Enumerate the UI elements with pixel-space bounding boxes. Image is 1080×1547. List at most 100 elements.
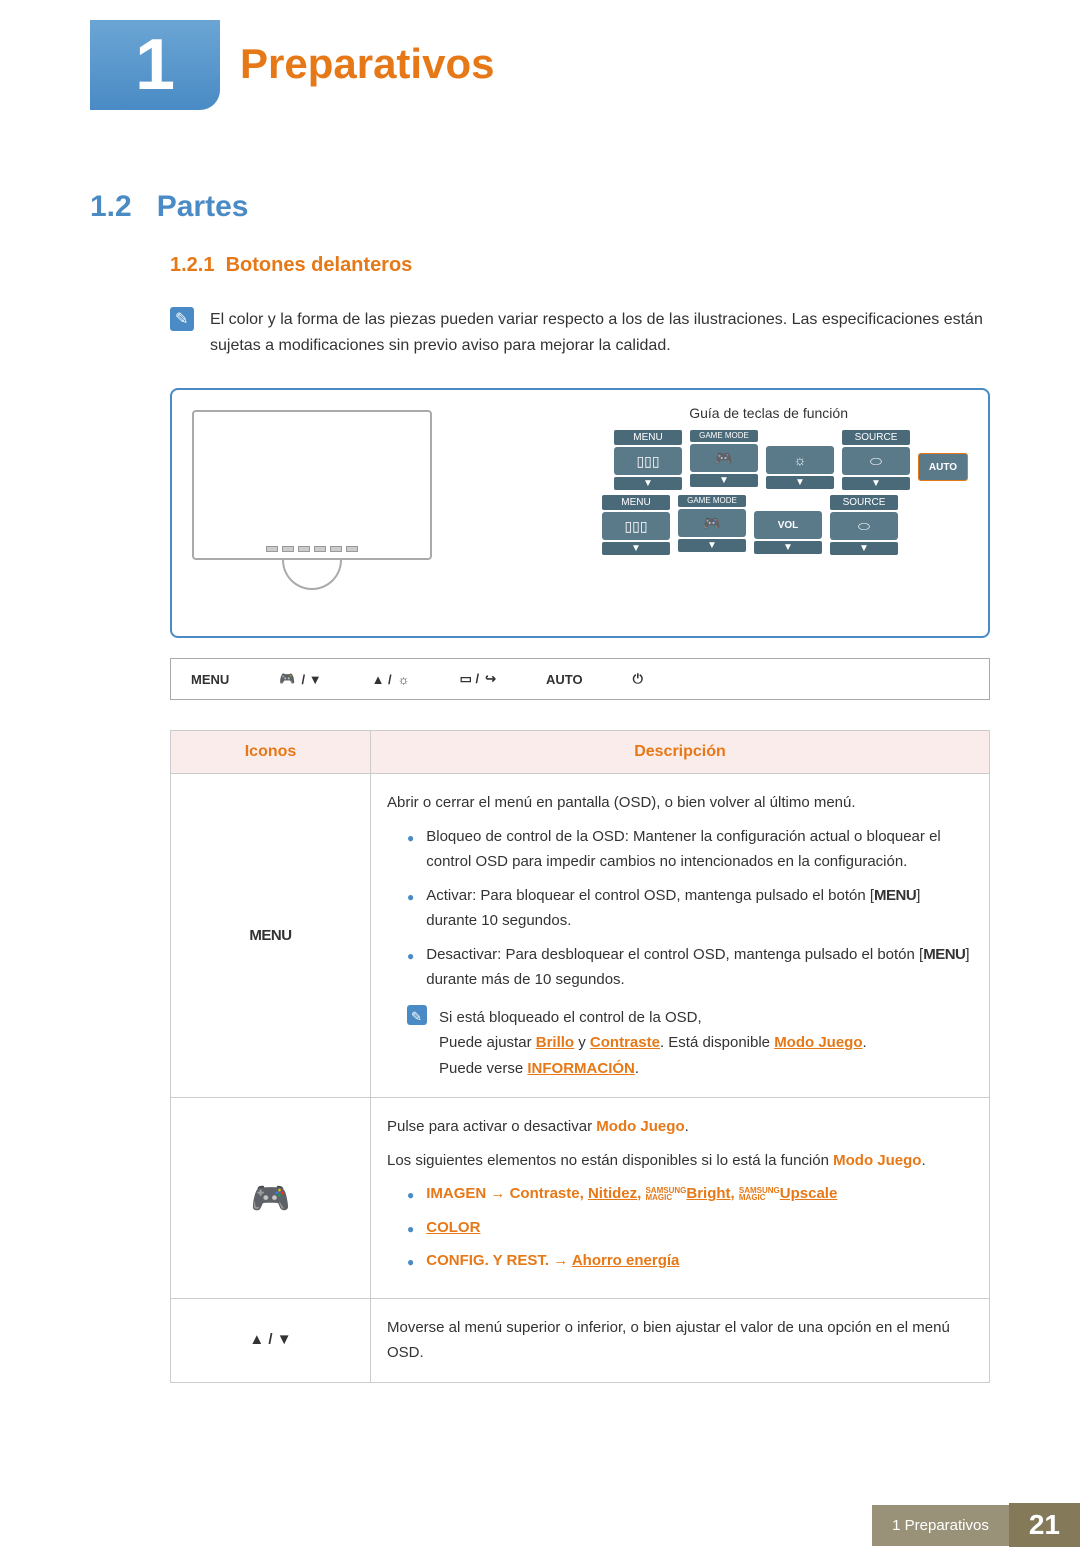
contraste-label: Contraste <box>510 1185 580 1202</box>
guide-cell-source: SOURCE ⬭ ▼ <box>842 430 910 490</box>
down-arrow-icon: ▼ <box>678 539 746 552</box>
gamepad-icon: 🎮 <box>678 509 746 537</box>
modo-juego-label: Modo Juego <box>833 1152 921 1169</box>
menu-icon: ▯▯▯ <box>614 447 682 475</box>
note-text: El color y la forma de las piezas pueden… <box>210 307 990 358</box>
vol-icon: VOL <box>754 511 822 539</box>
monitor-btn <box>266 546 278 552</box>
down-arrow-icon: ▼ <box>830 542 898 555</box>
monitor-btn <box>330 546 342 552</box>
note-line: Puede verse INFORMACIÓN. <box>439 1056 867 1082</box>
guide-cell-label: MENU <box>614 430 682 445</box>
link-nitidez[interactable]: Nitidez <box>588 1185 637 1202</box>
source-icon: ⬭ <box>830 512 898 540</box>
source-icon: ⬭ <box>842 447 910 475</box>
link-informacion[interactable]: INFORMACIÓN <box>527 1060 635 1077</box>
link-upscale[interactable]: Upscale <box>780 1185 838 1202</box>
desc-cell: Moverse al menú superior o inferior, o b… <box>371 1298 990 1382</box>
guide-cell-brightness: ☼ ▼ <box>766 430 834 490</box>
bullet-text: CONFIG. Y REST. → Ahorro energía <box>426 1248 679 1274</box>
bullet-item: ●Desactivar: Para desbloquear el control… <box>387 942 973 993</box>
desc-line: Los siguientes elementos no están dispon… <box>387 1148 973 1174</box>
table-row: 🎮 Pulse para activar o desactivar Modo J… <box>171 1098 990 1299</box>
desc-intro: Abrir o cerrar el menú en pantalla (OSD)… <box>387 790 973 816</box>
footer-text: 1 Preparativos <box>872 1505 1009 1546</box>
auto-box: AUTO <box>918 453 968 481</box>
menu-label: MENU <box>923 946 965 963</box>
link-contraste[interactable]: Contraste <box>590 1034 660 1051</box>
strip-auto: AUTO <box>546 672 583 687</box>
note-line: Si está bloqueado el control de la OSD, <box>439 1005 867 1031</box>
bullet-item: ●IMAGEN → Contraste, Nitidez, SAMSUNGMAG… <box>387 1181 973 1207</box>
monitor-illustration <box>192 410 432 590</box>
down-arrow-icon: ▼ <box>754 541 822 554</box>
description-table: Iconos Descripción MENU Abrir o cerrar e… <box>170 730 990 1383</box>
guide-cell-label: SOURCE <box>830 495 898 510</box>
link-modo-juego[interactable]: Modo Juego <box>774 1034 862 1051</box>
strip-up-bright: ▲ / ☼ <box>372 672 410 687</box>
monitor-screen <box>192 410 432 560</box>
link-brillo[interactable]: Brillo <box>536 1034 574 1051</box>
guide-cell-menu: MENU ▯▯▯ ▼ <box>602 495 670 555</box>
menu-label: MENU <box>249 927 291 944</box>
page-footer: 1 Preparativos 21 <box>872 1503 1080 1547</box>
section-name: Partes <box>157 190 249 223</box>
strip-source-enter: ▭ / ↪ <box>460 671 496 687</box>
enter-icon: ↪ <box>485 671 496 687</box>
icon-cell-menu: MENU <box>171 774 371 1098</box>
diagram-box: Guía de teclas de función MENU ▯▯▯ ▼ GAM… <box>170 388 990 638</box>
bullet-text: IMAGEN → Contraste, Nitidez, SAMSUNGMAGI… <box>426 1181 837 1207</box>
link-color[interactable]: COLOR <box>426 1215 480 1241</box>
monitor-btn <box>298 546 310 552</box>
config-label: CONFIG. Y REST. <box>426 1252 549 1269</box>
bullet-icon: ● <box>407 828 414 875</box>
bullet-icon: ● <box>407 1252 414 1274</box>
bullet-item: ●Activar: Para bloquear el control OSD, … <box>387 883 973 934</box>
power-icon: ⏻ <box>633 671 643 687</box>
source-icon: ▭ / <box>460 671 480 687</box>
section-number: 1.2 <box>90 190 132 223</box>
guide-row-2: MENU ▯▯▯ ▼ GAME MODE 🎮 ▼ VOL ▼ SOURCE ⬭ … <box>602 495 898 555</box>
guide-cell-game: GAME MODE 🎮 ▼ <box>690 430 758 490</box>
icon-cell-game: 🎮 <box>171 1098 371 1299</box>
desc-cell: Abrir o cerrar el menú en pantalla (OSD)… <box>371 774 990 1098</box>
brightness-icon: ☼ <box>398 672 410 687</box>
guide-cell-label: MENU <box>602 495 670 510</box>
strip-menu: MENU <box>191 672 229 687</box>
note-line: Puede ajustar Brillo y Contraste. Está d… <box>439 1030 867 1056</box>
brightness-icon: ☼ <box>766 446 834 474</box>
up-arrow-icon: ▲ / <box>372 672 392 687</box>
bullet-text: Bloqueo de control de la OSD: Mantener l… <box>426 824 973 875</box>
down-arrow-icon: ▼ <box>842 477 910 490</box>
down-arrow-icon: ▼ <box>766 476 834 489</box>
bullet-item: ●COLOR <box>387 1215 973 1241</box>
icon-cell-updown: ▲ / ▼ <box>171 1298 371 1382</box>
monitor-btn <box>282 546 294 552</box>
bullet-icon: ● <box>407 946 414 993</box>
gamepad-icon: 🎮 <box>690 444 758 472</box>
button-strip: MENU 🎮 / ▼ ▲ / ☼ ▭ / ↪ AUTO ⏻ <box>170 658 990 700</box>
link-ahorro[interactable]: Ahorro energía <box>572 1252 680 1269</box>
footer-page-number: 21 <box>1009 1503 1080 1547</box>
down-arrow-icon: ▼ <box>690 474 758 487</box>
down-arrow-icon: ▼ <box>602 542 670 555</box>
menu-label: MENU <box>874 887 916 904</box>
monitor-btn <box>346 546 358 552</box>
magic-label: SAMSUNGMAGIC <box>645 1187 686 1201</box>
bullet-text: Activar: Para bloquear el control OSD, m… <box>426 883 973 934</box>
guide-row-1: MENU ▯▯▯ ▼ GAME MODE 🎮 ▼ ☼ ▼ SOURCE ⬭ ▼ … <box>614 430 968 490</box>
guide-cell-source: SOURCE ⬭ ▼ <box>830 495 898 555</box>
guide-cell-game: GAME MODE 🎮 ▼ <box>678 495 746 555</box>
imagen-label: IMAGEN <box>426 1185 486 1202</box>
gamepad-icon: 🎮 <box>279 671 295 687</box>
desc-cell: Pulse para activar o desactivar Modo Jue… <box>371 1098 990 1299</box>
th-desc: Descripción <box>371 731 990 774</box>
gamepad-icon: 🎮 <box>251 1180 291 1216</box>
down-arrow-icon: ▼ <box>614 477 682 490</box>
magic-label: SAMSUNGMAGIC <box>739 1187 780 1201</box>
link-bright[interactable]: Bright <box>686 1185 730 1202</box>
note-icon <box>170 307 194 331</box>
menu-icon: ▯▯▯ <box>602 512 670 540</box>
guide-cell-label: GAME MODE <box>678 495 746 507</box>
down-arrow-icon: / ▼ <box>301 672 321 687</box>
